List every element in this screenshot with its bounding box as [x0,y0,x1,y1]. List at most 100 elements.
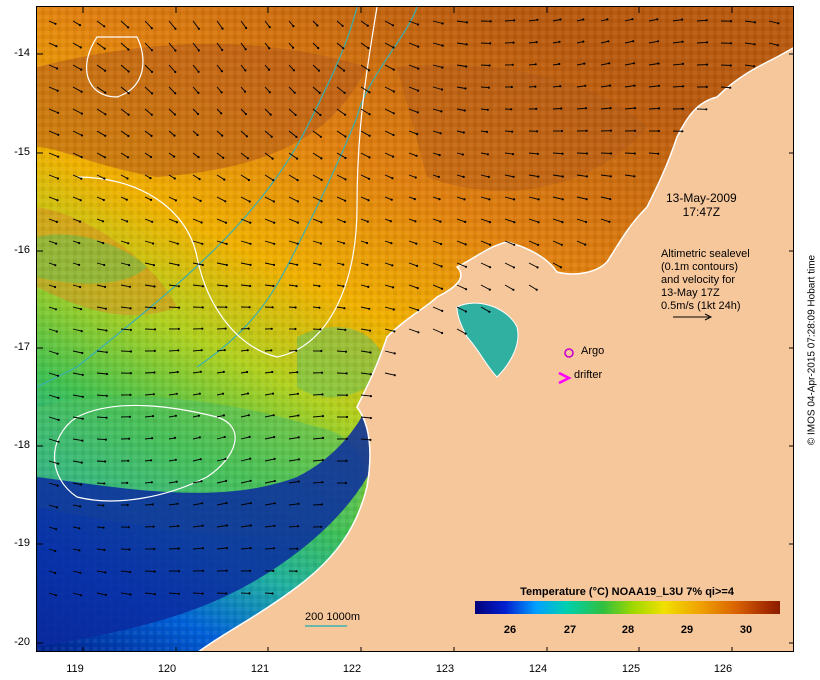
velocity-arrow-head [608,220,611,223]
velocity-arrow [96,482,105,484]
velocity-arrow [408,284,418,289]
velocity-arrow-head [151,437,154,440]
velocity-arrow [96,438,106,441]
velocity-arrow-head [176,370,179,374]
velocity-arrow-head [222,414,225,417]
velocity-arrow [456,42,467,45]
velocity-arrow [336,306,345,309]
velocity-arrow-head [534,85,537,88]
velocity-arrow [120,548,130,550]
velocity-arrow-head [128,285,131,288]
velocity-arrow-head [273,457,276,460]
velocity-arrow-head [249,457,252,460]
velocity-arrow-head [486,108,489,111]
velocity-arrow [48,196,58,201]
velocity-arrow-head [462,131,465,134]
velocity-arrow [72,504,81,507]
velocity-arrow-head [320,221,323,224]
velocity-arrow [192,480,202,484]
velocity-arrow [72,196,81,201]
velocity-arrow-head [249,569,252,572]
velocity-arrow-head [561,221,564,224]
velocity-arrow [72,460,82,464]
velocity-arrow [48,218,58,223]
velocity-arrow [456,306,467,312]
velocity-arrow-head [320,200,323,203]
velocity-arrow-head [536,266,539,269]
velocity-arrow-head [391,24,395,27]
velocity-arrow-head [54,594,58,597]
velocity-arrow-head [392,286,395,289]
velocity-arrow-head [153,285,156,288]
lat-tick-label: -17 [14,341,30,353]
velocity-arrow [648,18,658,22]
velocity-arrow-head [561,152,564,155]
velocity-arrow [576,107,587,110]
velocity-arrow [240,130,248,137]
velocity-arrow [240,42,247,50]
velocity-arrow [648,40,659,44]
velocity-arrow [144,42,153,51]
velocity-arrow [312,174,322,181]
velocity-arrow [408,174,416,178]
velocity-arrow-head [220,112,223,115]
velocity-arrow-head [248,306,251,309]
velocity-arrow-head [173,177,176,180]
velocity-arrow-head [343,307,346,310]
velocity-arrow [120,284,130,288]
velocity-arrow [264,525,275,528]
velocity-arrow [336,328,346,331]
velocity-arrow [168,64,176,73]
velocity-arrow-head [177,349,180,352]
velocity-arrow-head [753,65,756,68]
velocity-arrow [48,64,58,69]
velocity-arrow-head [201,569,205,572]
velocity-arrow-head [224,221,228,224]
velocity-arrow-head [536,152,539,155]
velocity-arrow-head [609,175,612,178]
velocity-arrow-head [441,22,444,25]
velocity-arrow [600,196,611,200]
velocity-arrow-head [584,220,588,224]
velocity-arrow-head [321,436,325,440]
velocity-arrow-head [465,43,468,46]
velocity-arrow-head [198,392,201,395]
velocity-arrow-head [561,175,564,178]
velocity-arrow-head [439,220,442,223]
velocity-arrow-head [271,306,274,309]
velocity-arrow-head [294,306,297,309]
velocity-arrow-head [631,18,634,21]
velocity-arrow [480,108,488,111]
velocity-arrow [96,42,105,49]
velocity-arrow [240,436,250,440]
velocity-arrow-head [392,308,395,311]
velocity-arrow-head [416,287,419,290]
velocity-arrow-head [535,288,538,291]
velocity-arrow-head [273,479,276,483]
velocity-arrow-head [344,135,347,138]
velocity-arrow [528,284,537,291]
velocity-arrow [168,481,177,484]
velocity-arrow-head [128,264,131,267]
velocity-arrow-head [153,371,156,374]
velocity-arrow [72,218,81,223]
velocity-arrow-head [559,85,562,88]
velocity-arrow-head [441,331,444,335]
velocity-arrow [72,64,82,70]
velocity-arrow [72,20,81,26]
velocity-arrow-head [54,264,57,267]
velocity-arrow-head [297,414,300,417]
velocity-arrow-head [320,349,323,353]
velocity-arrow [336,20,343,27]
velocity-arrow-head [657,152,660,155]
velocity-arrow [600,40,609,44]
velocity-arrow-head [318,285,321,288]
velocity-arrow-head [222,156,225,159]
velocity-arrow-head [582,40,585,43]
velocity-arrow-head [558,40,561,43]
velocity-arrow-head [321,481,324,484]
velocity-arrow-head [103,482,106,485]
velocity-arrow-head [57,396,60,399]
velocity-arrow-head [153,306,156,309]
velocity-arrow [144,372,155,374]
